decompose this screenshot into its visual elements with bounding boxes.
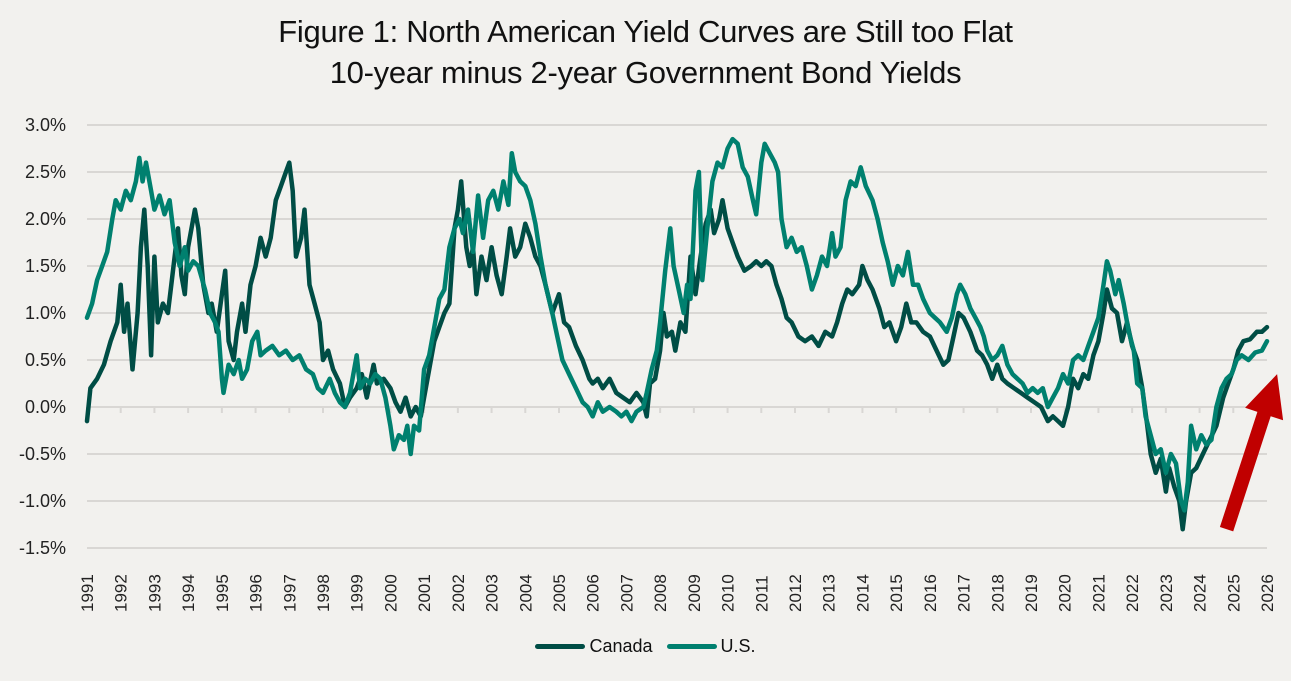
x-tick-label: 2016: [921, 574, 940, 612]
x-tick-label: 2000: [381, 574, 400, 612]
x-tick-label: 2001: [415, 574, 434, 612]
y-tick-label: 0.5%: [25, 350, 66, 370]
chart-title: Figure 1: North American Yield Curves ar…: [278, 14, 1013, 49]
x-tick-label: 2021: [1089, 574, 1108, 612]
x-tick-label: 2015: [887, 574, 906, 612]
x-tick-label: 2023: [1157, 574, 1176, 612]
legend-item-us: U.S.: [666, 636, 756, 657]
x-tick-label: 1991: [78, 574, 97, 612]
y-tick-label: 1.0%: [25, 303, 66, 323]
x-tick-label: 2020: [1056, 574, 1075, 612]
y-tick-label: 2.0%: [25, 209, 66, 229]
y-axis-ticks: 3.0% 2.5% 2.0% 1.5% 1.0% 0.5% 0.0% -0.5% -1.0% -1…: [19, 115, 66, 558]
x-tick-label: 2009: [685, 574, 704, 612]
x-tick-label: 2010: [719, 574, 738, 612]
x-tick-label: 1994: [179, 574, 198, 612]
x-tick-label: 2004: [516, 574, 535, 612]
x-tick-label: 2012: [786, 574, 805, 612]
series-lines: [84, 136, 1270, 532]
x-tick-label: 2002: [449, 574, 468, 612]
x-tick-label: 1999: [348, 574, 367, 612]
annotations: [1219, 374, 1284, 532]
legend-label-us: U.S.: [720, 636, 756, 656]
legend-item-canada: Canada: [535, 636, 653, 657]
x-tick-label: 2018: [988, 574, 1007, 612]
x-tick-label: 1992: [112, 574, 131, 612]
x-tick-label: 2022: [1123, 574, 1142, 612]
x-axis-ticks: 1991 1992 1993 1994 1995 1996 1997 1998 1999 2000…: [78, 407, 1277, 612]
x-tick-label: 2017: [955, 574, 974, 612]
x-tick-label: 2014: [853, 574, 872, 612]
x-tick-label: 2003: [483, 574, 502, 612]
x-tick-label: 1995: [213, 574, 232, 612]
x-tick-label: 1996: [247, 574, 266, 612]
y-tick-label: 2.5%: [25, 162, 66, 182]
x-tick-label: 1998: [314, 574, 333, 612]
trend-arrow-icon: [1219, 374, 1284, 532]
x-tick-label: 2026: [1258, 574, 1277, 612]
legend: Canada U.S.: [0, 636, 1291, 657]
y-tick-label: 0.0%: [25, 397, 66, 417]
x-tick-label: 1993: [145, 574, 164, 612]
x-tick-label: 2025: [1224, 574, 1243, 612]
x-tick-label: 2024: [1191, 574, 1210, 612]
x-tick-label: 2011: [752, 575, 771, 612]
y-tick-label: -1.0%: [19, 491, 66, 511]
legend-swatch-canada: [535, 644, 586, 649]
x-tick-label: 1997: [280, 574, 299, 612]
y-tick-label: 1.5%: [25, 256, 66, 276]
chart-subtitle: 10-year minus 2-year Government Bond Yie…: [329, 55, 962, 90]
x-tick-label: 2005: [550, 574, 569, 612]
x-tick-label: 2006: [584, 574, 603, 612]
x-tick-label: 2007: [617, 574, 636, 612]
x-tick-label: 2008: [651, 574, 670, 612]
legend-swatch-us: [666, 644, 717, 649]
legend-label-canada: Canada: [589, 636, 653, 656]
y-tick-label: -0.5%: [19, 444, 66, 464]
x-tick-label: 2019: [1022, 574, 1041, 612]
y-tick-label: 3.0%: [25, 115, 66, 135]
series-line-us: [84, 136, 1270, 513]
x-tick-label: 2013: [820, 574, 839, 612]
y-tick-label: -1.5%: [19, 538, 66, 558]
